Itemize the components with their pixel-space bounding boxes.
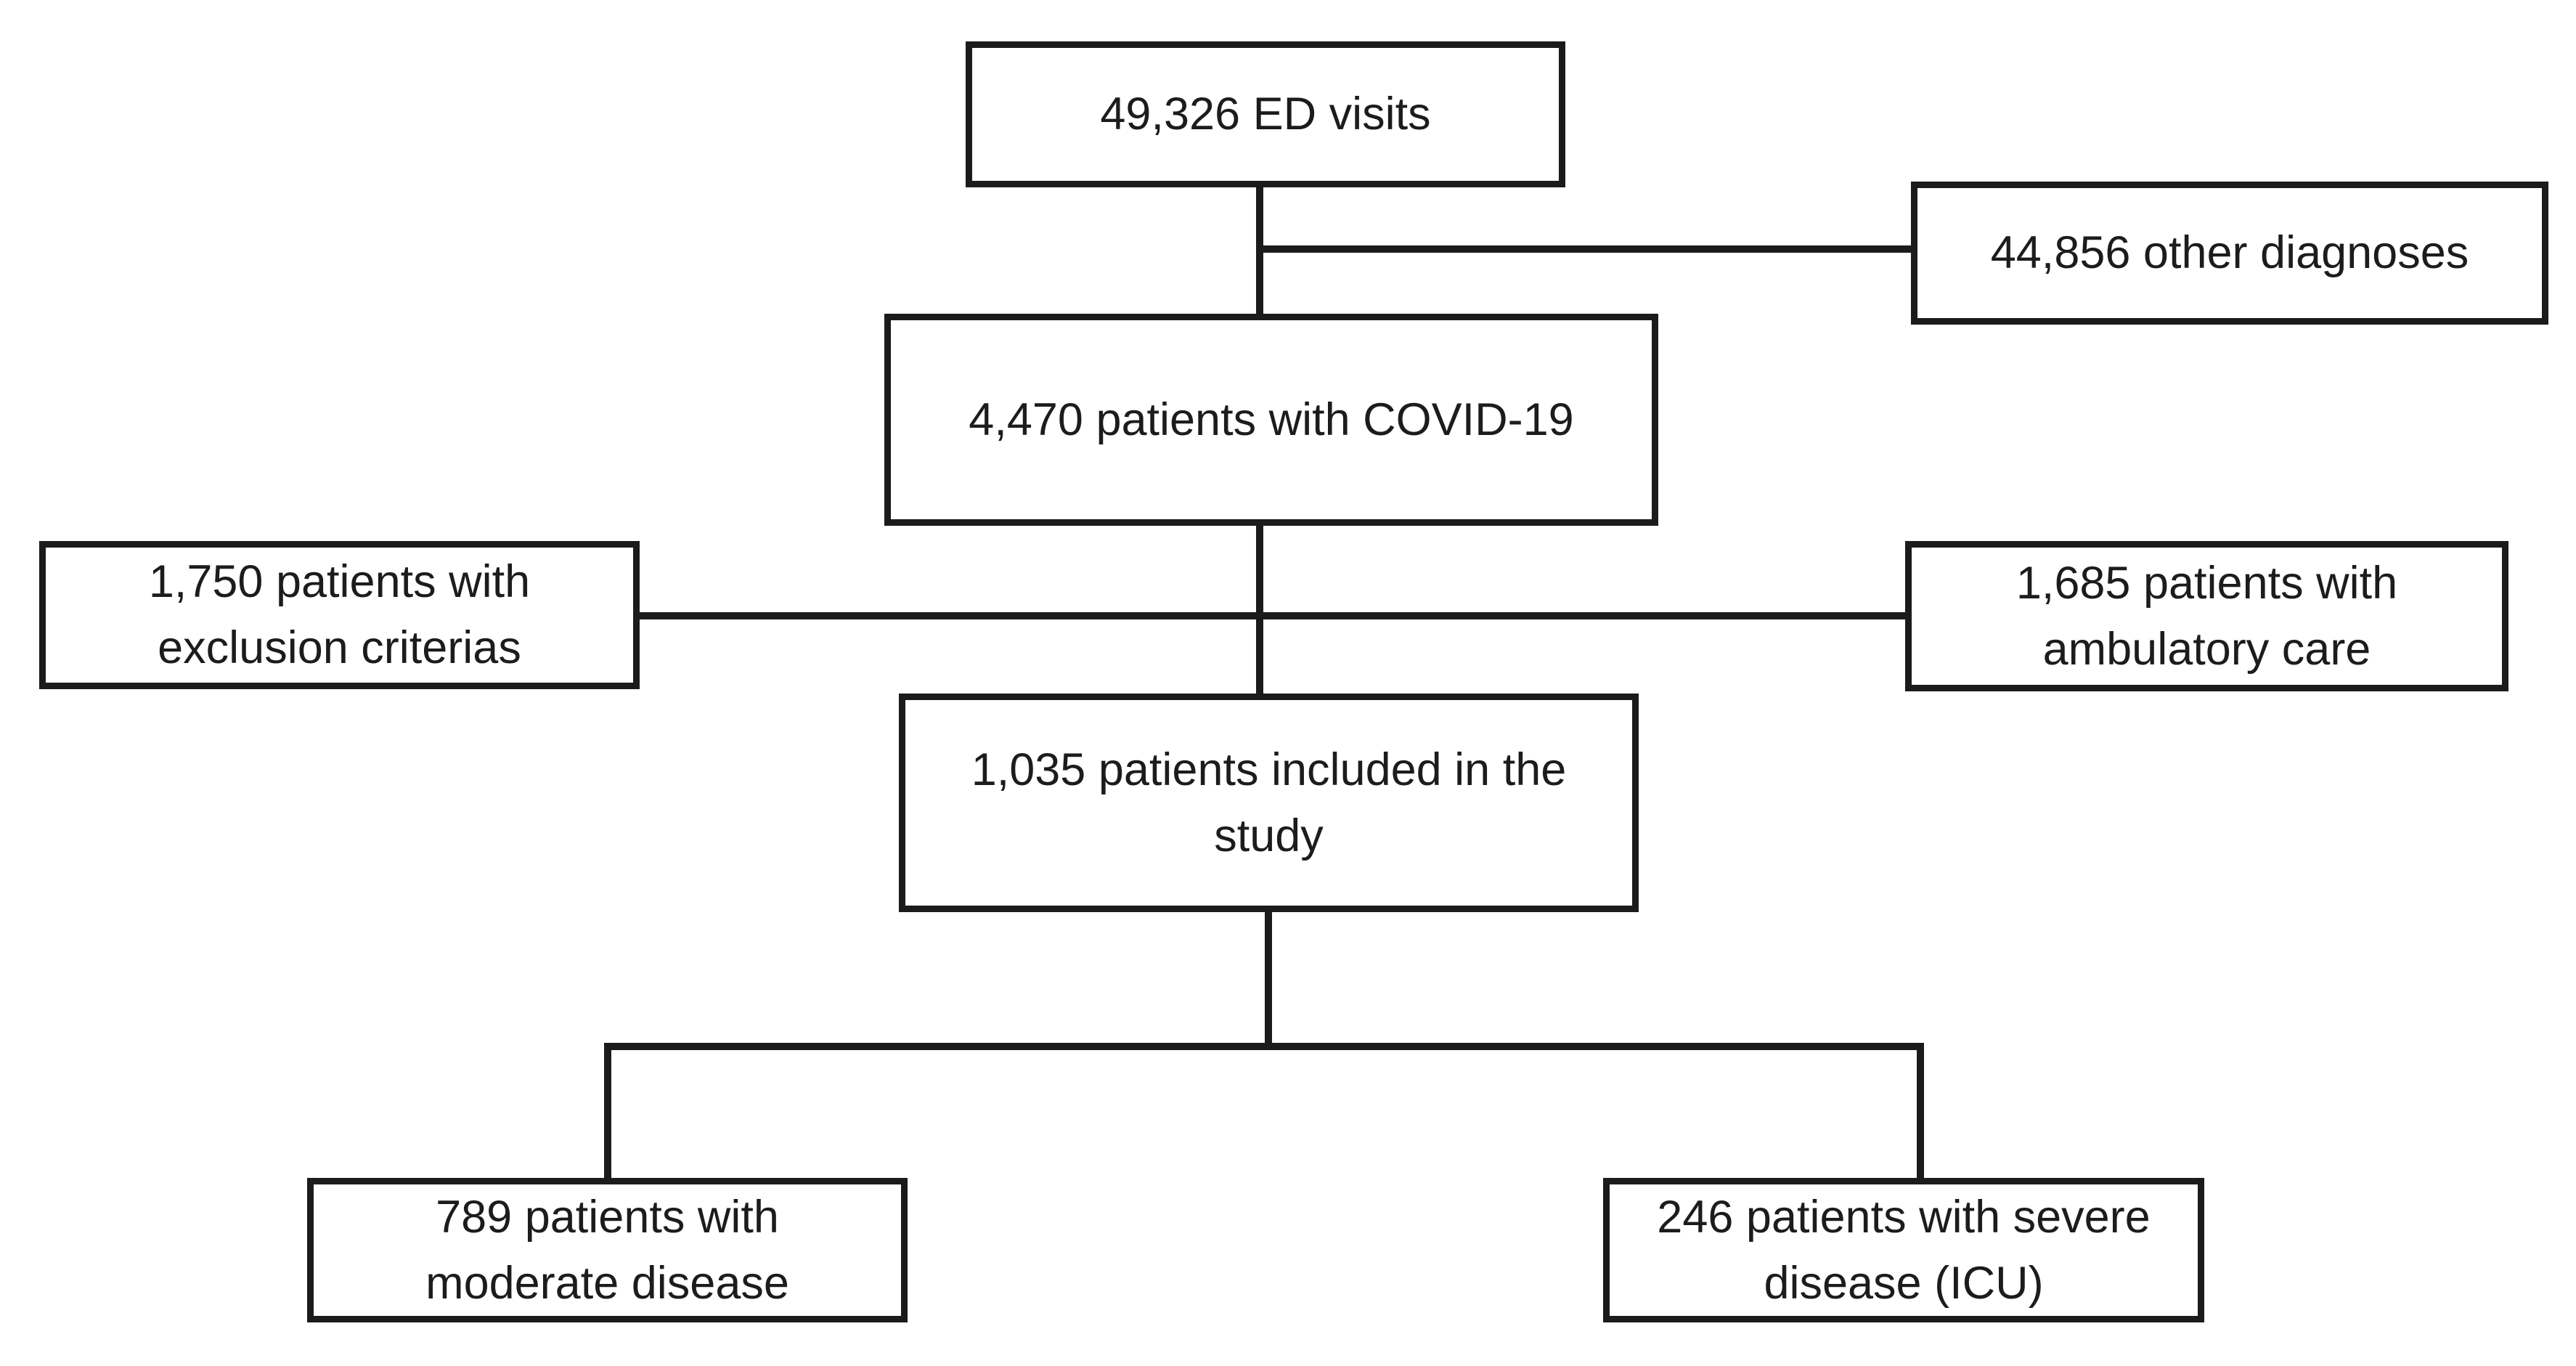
- connector-split-to-severe: [1917, 1043, 1924, 1182]
- node-ambulatory-care-label: 1,685 patients with ambulatory care: [2015, 557, 2398, 675]
- connector-included-to-split: [1265, 908, 1272, 1048]
- node-moderate-disease-label: 789 patients with moderate disease: [425, 1191, 789, 1309]
- node-other-diagnoses-label: 44,856 other diagnoses: [1990, 227, 2469, 279]
- node-severe-disease-label: 246 patients with severe disease (ICU): [1657, 1191, 2151, 1309]
- node-ed-visits: 49,326 ED visits: [966, 41, 1565, 187]
- node-included-patients: 1,035 patients included in the study: [899, 694, 1639, 912]
- connector-ed-to-other-diagnoses: [1256, 245, 1915, 253]
- node-severe-disease: 246 patients with severe disease (ICU): [1603, 1178, 2204, 1322]
- connector-split-bar: [604, 1043, 1924, 1050]
- node-excluded-patients-label: 1,750 patients with exclusion criterias: [148, 556, 531, 673]
- node-ed-visits-label: 49,326 ED visits: [1100, 89, 1431, 140]
- node-other-diagnoses: 44,856 other diagnoses: [1911, 182, 2548, 325]
- connector-split-to-moderate: [604, 1043, 611, 1182]
- node-moderate-disease: 789 patients with moderate disease: [307, 1178, 908, 1322]
- node-excluded-patients: 1,750 patients with exclusion criterias: [39, 541, 640, 689]
- node-covid-patients: 4,470 patients with COVID-19: [884, 314, 1658, 526]
- connector-covid-to-included: [1256, 522, 1263, 697]
- connector-excluded-ambulatory: [636, 612, 1909, 619]
- node-ambulatory-care: 1,685 patients with ambulatory care: [1905, 541, 2508, 691]
- node-included-patients-label: 1,035 patients included in the study: [971, 744, 1567, 861]
- node-covid-patients-label: 4,470 patients with COVID-19: [969, 394, 1574, 445]
